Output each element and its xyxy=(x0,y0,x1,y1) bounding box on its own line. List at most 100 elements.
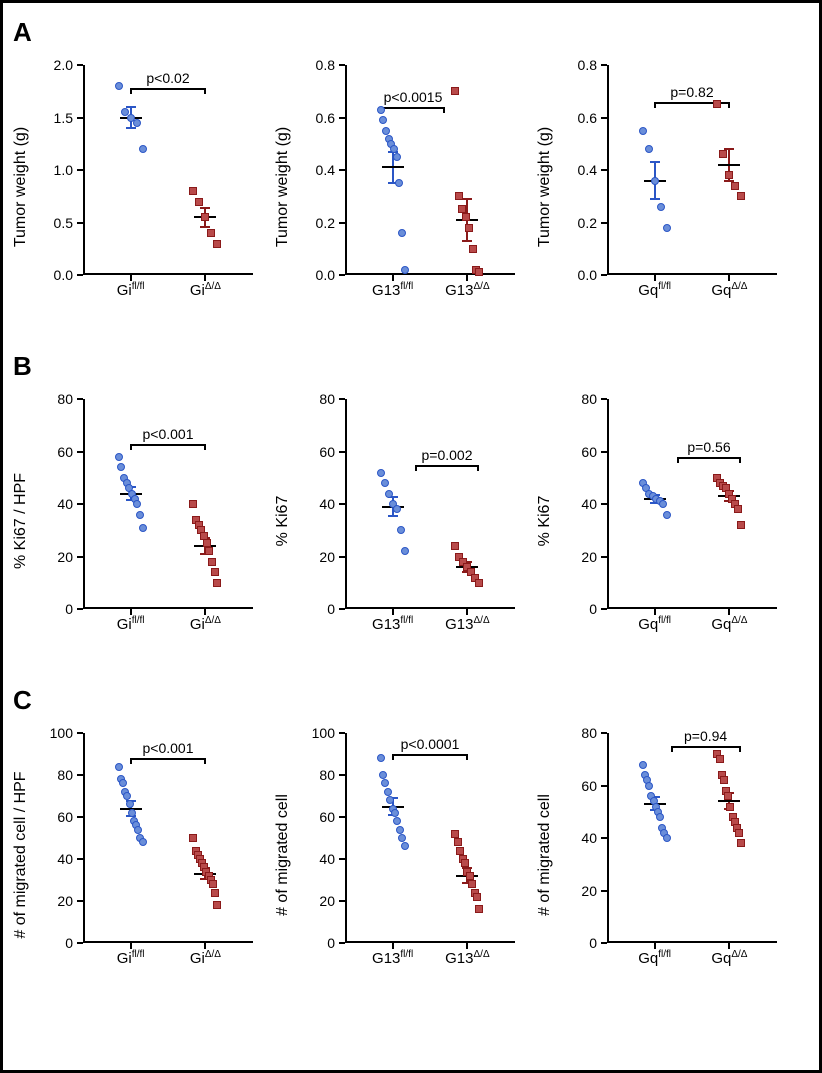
p-value-label: p<0.0015 xyxy=(384,89,443,105)
data-point xyxy=(201,213,209,221)
data-point xyxy=(384,788,392,796)
data-point xyxy=(451,87,459,95)
data-point xyxy=(213,579,221,587)
y-tick-label: 60 xyxy=(319,444,345,460)
panel-label: A xyxy=(13,17,32,48)
data-point xyxy=(731,182,739,190)
p-value-label: p<0.02 xyxy=(146,70,189,86)
data-point xyxy=(379,771,387,779)
data-point xyxy=(207,229,215,237)
y-tick-label: 0.0 xyxy=(578,267,607,283)
data-point xyxy=(379,116,387,124)
data-point xyxy=(465,224,473,232)
chart: % Ki67020406080p=0.56Gqfl/flGqΔ/Δ xyxy=(551,381,797,661)
chart: # of migrated cell020406080p=0.94Gqfl/fl… xyxy=(551,715,797,995)
x-category-label: GqΔ/Δ xyxy=(711,949,747,967)
x-category-label: GiΔ/Δ xyxy=(190,949,221,967)
data-point xyxy=(189,834,197,842)
p-value-label: p=0.94 xyxy=(684,728,727,744)
data-point xyxy=(719,150,727,158)
data-point xyxy=(475,905,483,913)
y-tick-label: 80 xyxy=(319,391,345,407)
plot-area: 020406080100p<0.001 xyxy=(83,733,253,943)
data-point xyxy=(119,779,127,787)
data-point xyxy=(645,782,653,790)
data-point xyxy=(208,558,216,566)
data-point xyxy=(139,145,147,153)
y-axis-label: Tumor weight (g) xyxy=(12,127,30,247)
data-point xyxy=(396,826,404,834)
y-tick-label: 40 xyxy=(57,496,83,512)
data-point xyxy=(458,205,466,213)
y-tick-label: 0.4 xyxy=(578,162,607,178)
y-tick-label: 0.5 xyxy=(54,215,83,231)
p-value-label: p=0.56 xyxy=(687,439,730,455)
data-point xyxy=(468,880,476,888)
data-point xyxy=(663,511,671,519)
data-point xyxy=(377,469,385,477)
y-tick-label: 0 xyxy=(65,935,83,951)
y-tick-label: 0.8 xyxy=(578,57,607,73)
y-tick-label: 60 xyxy=(57,809,83,825)
panel-label: C xyxy=(13,685,32,716)
y-tick-label: 0.2 xyxy=(316,215,345,231)
data-point xyxy=(128,809,136,817)
y-tick-label: 60 xyxy=(319,809,345,825)
data-point xyxy=(123,792,131,800)
data-point xyxy=(203,539,211,547)
data-point xyxy=(645,145,653,153)
data-point xyxy=(657,203,665,211)
y-axis-label: % Ki67 xyxy=(536,496,554,547)
data-point xyxy=(391,809,399,817)
y-axis-label: # of migrated cell xyxy=(536,794,554,916)
data-point xyxy=(134,826,142,834)
data-point xyxy=(395,179,403,187)
data-point xyxy=(115,453,123,461)
data-point xyxy=(377,754,385,762)
data-point xyxy=(651,177,659,185)
chart: % Ki67020406080p=0.002G13fl/flG13Δ/Δ xyxy=(289,381,535,661)
data-point xyxy=(136,511,144,519)
data-point xyxy=(401,547,409,555)
x-category-label: Gifl/fl xyxy=(117,615,145,633)
data-point xyxy=(397,526,405,534)
data-point xyxy=(663,834,671,842)
chart-row: # of migrated cell / HPF020406080100p<0.… xyxy=(27,715,797,995)
y-tick-label: 60 xyxy=(57,444,83,460)
x-category-label: GiΔ/Δ xyxy=(190,281,221,299)
plot-area: 020406080p<0.001 xyxy=(83,399,253,609)
y-tick-label: 20 xyxy=(319,549,345,565)
plot-area: 0.00.51.01.52.0p<0.02 xyxy=(83,65,253,275)
data-point xyxy=(139,524,147,532)
data-point xyxy=(390,145,398,153)
data-point xyxy=(200,532,208,540)
data-point xyxy=(189,187,197,195)
data-point xyxy=(734,505,742,513)
x-category-label: G13fl/fl xyxy=(372,615,413,633)
chart: # of migrated cell / HPF020406080100p<0.… xyxy=(27,715,273,995)
y-tick-label: 0.6 xyxy=(578,110,607,126)
y-tick-label: 0.4 xyxy=(316,162,345,178)
plot-area: 020406080p=0.56 xyxy=(607,399,777,609)
data-point xyxy=(475,579,483,587)
data-point xyxy=(398,834,406,842)
chart: Tumor weight (g)0.00.20.40.60.8p<0.0015G… xyxy=(289,47,535,327)
y-axis-label: Tumor weight (g) xyxy=(536,127,554,247)
chart: Tumor weight (g)0.00.51.01.52.0p<0.02Gif… xyxy=(27,47,273,327)
x-category-label: G13Δ/Δ xyxy=(445,281,490,299)
data-point xyxy=(454,838,462,846)
chart: % Ki67 / HPF020406080p<0.001Gifl/flGiΔ/Δ xyxy=(27,381,273,661)
x-category-label: Gqfl/fl xyxy=(638,281,671,299)
y-tick-label: 0.2 xyxy=(578,215,607,231)
data-point xyxy=(381,479,389,487)
x-category-label: Gifl/fl xyxy=(117,281,145,299)
y-tick-label: 1.5 xyxy=(54,110,83,126)
x-category-label: Gqfl/fl xyxy=(638,949,671,967)
plot-area: 0.00.20.40.60.8p<0.0015 xyxy=(345,65,515,275)
p-value-label: p<0.001 xyxy=(143,740,194,756)
y-tick-label: 20 xyxy=(581,549,607,565)
data-point xyxy=(213,901,221,909)
data-point xyxy=(716,755,724,763)
y-axis-label: % Ki67 xyxy=(274,496,292,547)
y-tick-label: 80 xyxy=(581,725,607,741)
